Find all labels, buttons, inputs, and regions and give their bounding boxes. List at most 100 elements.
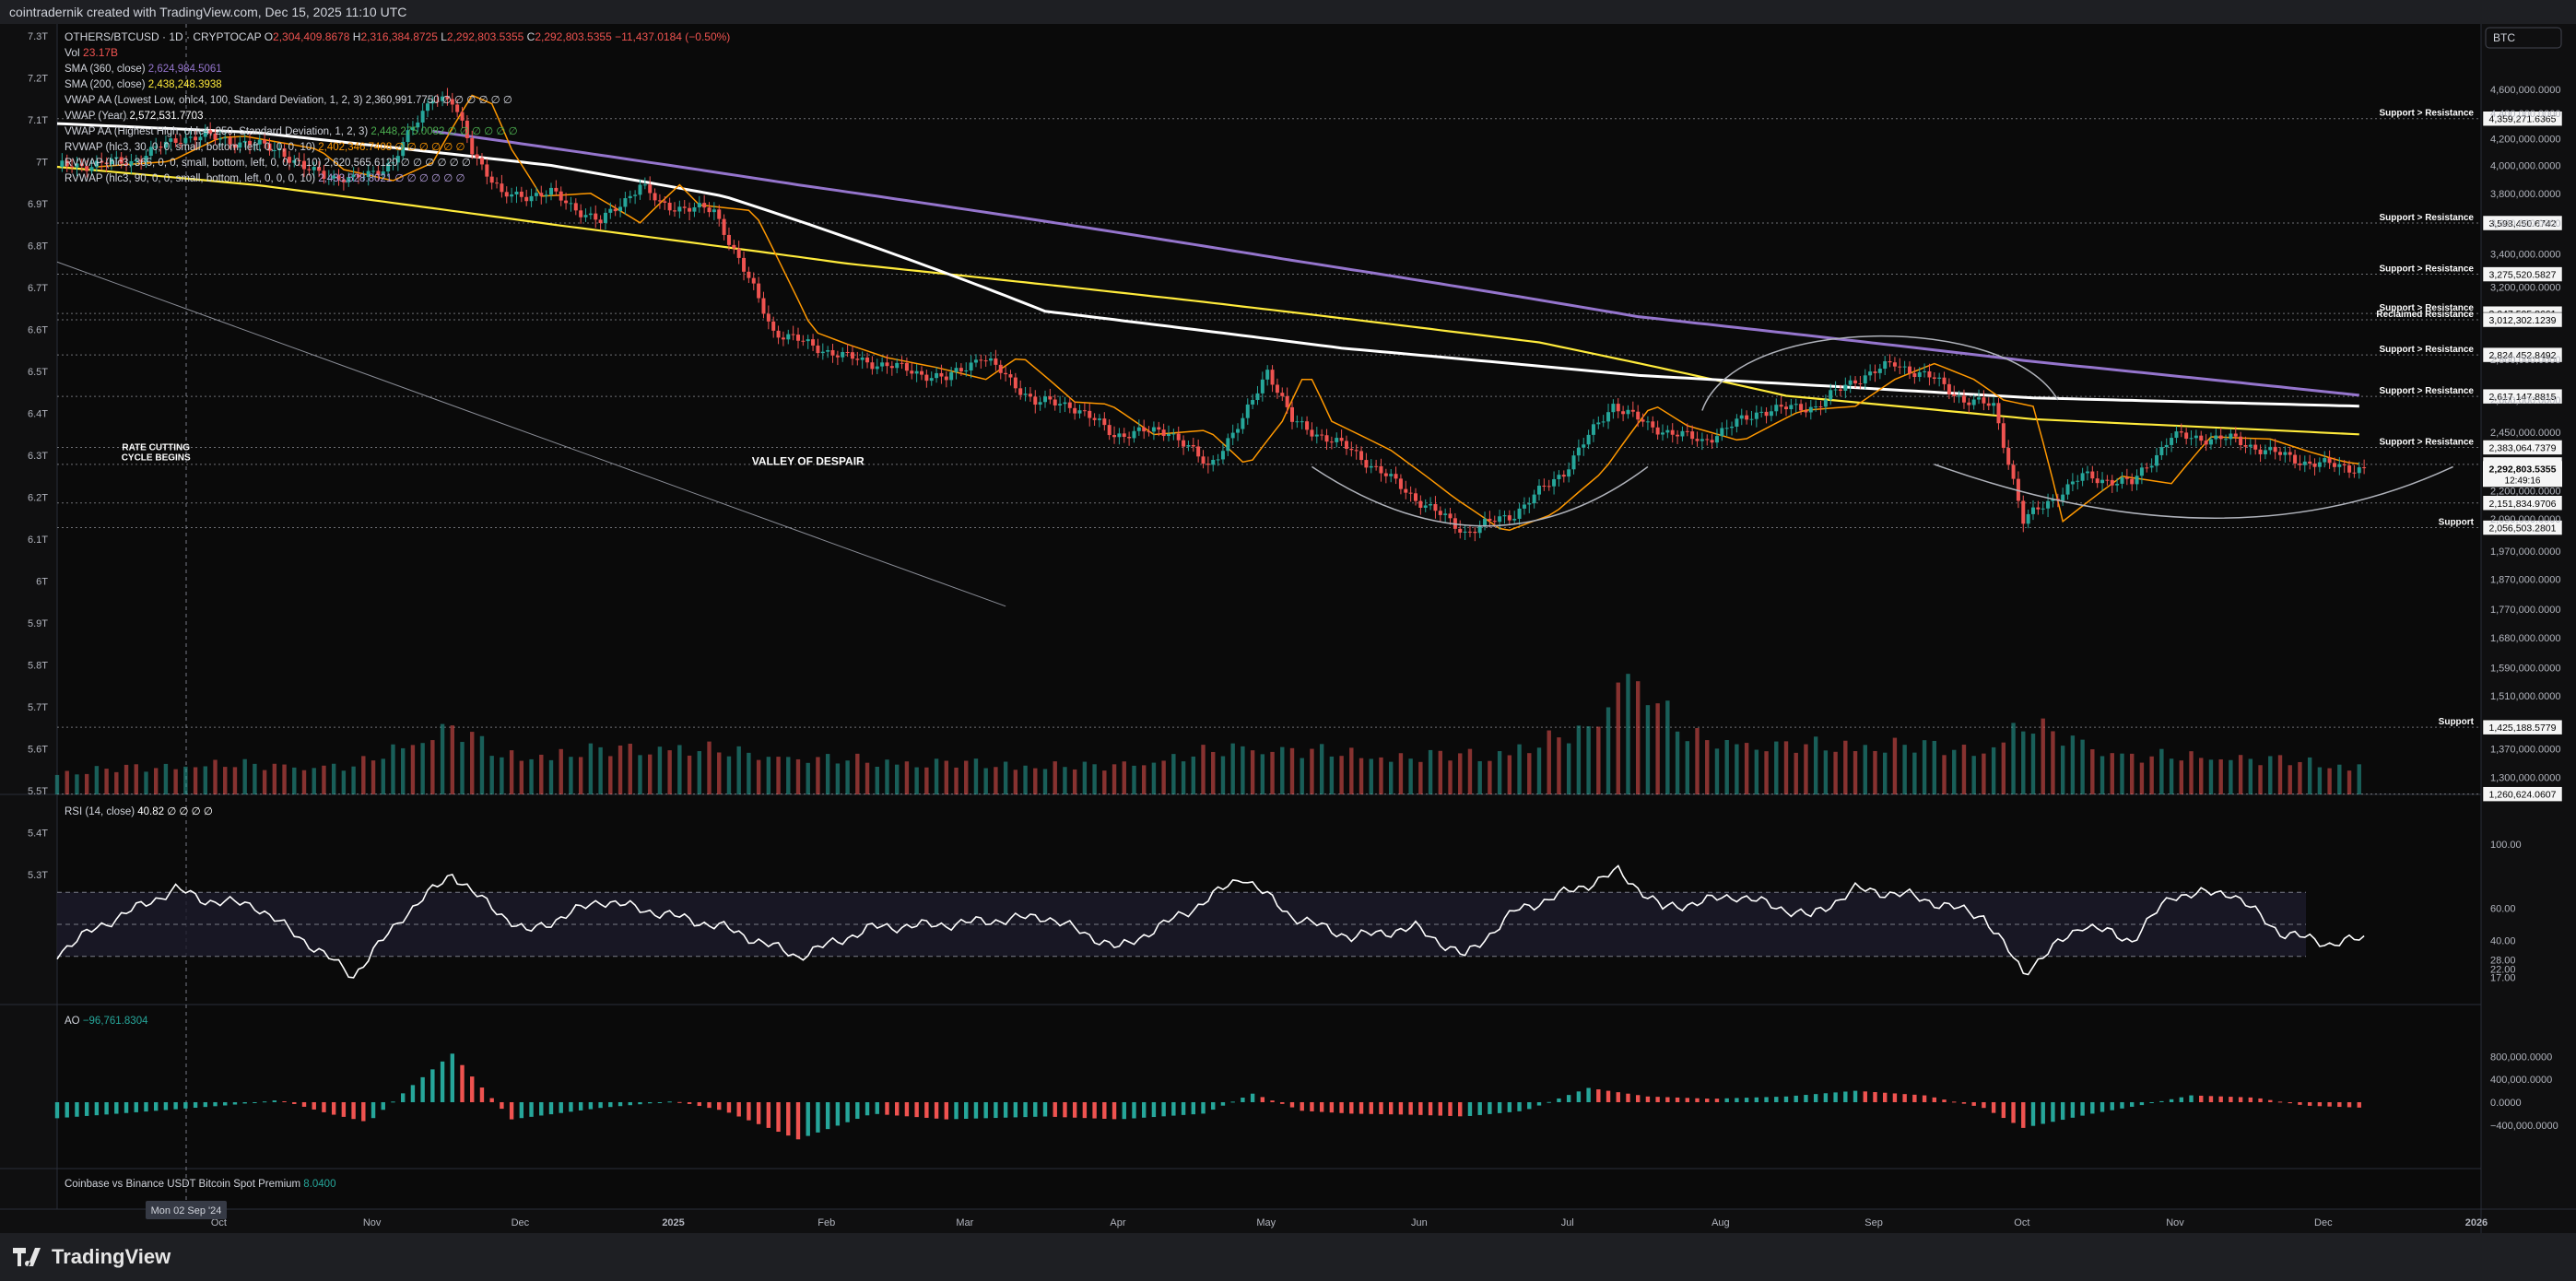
candle-body <box>332 175 336 179</box>
time-axis-label: Nov <box>2166 1217 2184 1228</box>
candle-body <box>751 277 756 284</box>
volume-bar <box>94 766 100 794</box>
candle-body <box>1324 435 1329 442</box>
ao-bar <box>223 1102 228 1106</box>
volume-bar <box>786 757 791 794</box>
candle-body <box>801 340 806 342</box>
ao-bar <box>54 1102 60 1119</box>
candle-body <box>702 203 707 208</box>
ao-bar <box>331 1102 336 1115</box>
candle-body <box>430 100 435 104</box>
volume-bar <box>163 763 169 794</box>
candle-body <box>460 112 465 121</box>
volume-bar <box>1833 751 1838 794</box>
ao-bar <box>1467 1102 1473 1116</box>
volume-bar <box>1398 753 1404 794</box>
ao-bar <box>134 1102 138 1112</box>
ao-bar <box>2169 1099 2174 1102</box>
candle-body <box>2076 480 2080 482</box>
candle-body <box>618 206 623 212</box>
price-axis-label: 3,200,000.0000 <box>2490 282 2560 293</box>
candle-body <box>2233 433 2238 437</box>
candle-body <box>841 351 845 358</box>
candle-body <box>653 193 657 201</box>
ao-bar <box>539 1102 544 1116</box>
volume-bar <box>2288 765 2292 794</box>
volume-bar <box>1517 744 1522 794</box>
candle-body <box>2016 478 2020 501</box>
candle-body <box>2208 439 2213 445</box>
volume-bar <box>2051 731 2055 794</box>
volume-bar <box>1971 756 1976 794</box>
ao-bar <box>1280 1102 1285 1104</box>
candle-body <box>2189 438 2194 440</box>
volume-bar <box>598 746 603 794</box>
candle-body <box>416 122 420 128</box>
volume-bar <box>835 763 841 794</box>
volume-bar <box>1082 761 1088 794</box>
candle-body <box>1186 445 1191 447</box>
ao-bar <box>638 1102 642 1105</box>
candle-body <box>1898 366 1902 368</box>
tradingview-logo[interactable]: TradingView <box>13 1240 171 1274</box>
ao-bar <box>1369 1102 1373 1114</box>
ao-bar <box>2149 1102 2154 1103</box>
candle-body <box>2293 454 2298 464</box>
ao-bar <box>1735 1098 1739 1102</box>
candle-body <box>2145 467 2149 469</box>
ao-bar <box>1527 1102 1532 1110</box>
candle-body <box>1808 406 1813 413</box>
volume-bar <box>75 774 79 794</box>
candle-body <box>642 184 647 186</box>
ao-bar <box>934 1102 939 1119</box>
candle-body <box>682 206 687 208</box>
volume-bar <box>1596 726 1601 794</box>
level-label: Support > Resistance <box>2379 386 2474 396</box>
candle-body <box>94 160 99 168</box>
ao-bar <box>1201 1102 1206 1114</box>
candle-body <box>1053 399 1057 405</box>
ao-bar <box>351 1102 356 1120</box>
volume-bar <box>1329 756 1335 794</box>
volume-bar <box>825 754 830 794</box>
ao-bar <box>1665 1097 1670 1102</box>
candle-body <box>2273 446 2277 452</box>
ao-bar <box>173 1102 178 1110</box>
price-axis-label: 3,800,000.0000 <box>2490 189 2560 200</box>
volume-bar <box>2041 718 2045 794</box>
volume-bar <box>2100 756 2105 794</box>
volume-bar <box>1873 750 1877 794</box>
volume-bar <box>1142 765 1147 794</box>
candle-body <box>1552 478 1557 487</box>
ao-bar <box>84 1102 89 1116</box>
volume-bar <box>104 769 109 794</box>
ao-bar <box>529 1102 534 1117</box>
candle-body <box>441 96 445 101</box>
candle-body <box>1858 383 1863 385</box>
candle-body <box>944 376 948 381</box>
candle-body <box>75 163 79 168</box>
tradingview-chart[interactable]: Support > Resistance 4,359,271.6365 Suppor… <box>0 24 2576 1233</box>
ao-bar <box>2011 1102 2016 1123</box>
volume-bar <box>717 752 722 794</box>
ao-bar <box>1389 1102 1394 1115</box>
ao-bar <box>1151 1102 1157 1118</box>
candle-body <box>2139 467 2144 476</box>
left-axis-label: 5.7T <box>28 702 48 713</box>
volume-bar <box>2159 748 2164 794</box>
candle-body <box>1127 437 1132 439</box>
ao-bar <box>1161 1102 1166 1117</box>
volume-bar <box>1576 725 1582 794</box>
legend-indicator: VWAP AA (Lowest Low, ohlc4, 100, Standar… <box>65 95 512 106</box>
ao-bar <box>2357 1102 2361 1108</box>
ao-bar <box>1655 1097 1660 1102</box>
candle-body <box>998 364 1003 373</box>
level-label: Support > Resistance <box>2379 213 2474 223</box>
ao-bar <box>1418 1102 1423 1115</box>
ao-bar <box>144 1102 148 1112</box>
volume-bar <box>1823 750 1829 794</box>
candle-body <box>1923 370 1927 372</box>
volume-bar <box>1616 682 1620 794</box>
ao-bar <box>2258 1098 2263 1102</box>
candle-body <box>2135 476 2139 485</box>
